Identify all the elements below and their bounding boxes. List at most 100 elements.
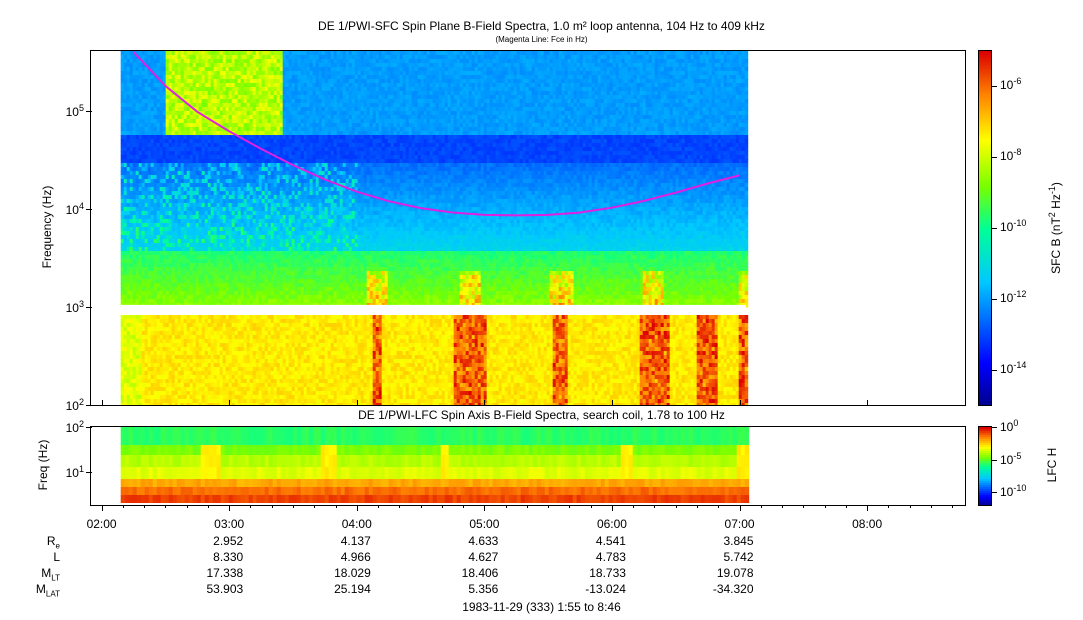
spectrogram-cell	[228, 235, 233, 240]
spectrogram-cell	[228, 339, 233, 344]
spectrogram-cell	[195, 147, 200, 152]
spectrogram-cell	[252, 99, 257, 104]
spectrogram-cell	[243, 171, 248, 176]
spectrogram-cell	[255, 99, 260, 104]
spectrogram-cell	[150, 391, 155, 396]
spectrogram-cell	[123, 139, 128, 144]
spectrogram-cell	[138, 335, 143, 340]
spectrogram-cell	[162, 91, 167, 96]
spectrogram-cell	[126, 151, 131, 156]
spectrogram-cell	[279, 339, 284, 344]
spectrogram-cell	[246, 299, 251, 304]
spectrogram-cell	[198, 331, 203, 336]
spectrogram-cell	[222, 67, 227, 72]
spectrogram-cell	[183, 95, 188, 100]
spectrogram-cell	[132, 375, 137, 380]
spectrogram-cell	[123, 403, 128, 405]
spectrogram-cell	[165, 351, 170, 356]
spectrogram-cell	[159, 395, 164, 400]
spectrogram-cell	[171, 79, 176, 84]
spectrogram-cell	[120, 263, 125, 268]
spectrogram-cell	[279, 299, 284, 304]
spectrogram-cell	[222, 171, 227, 176]
spectrogram-cell	[237, 147, 242, 152]
spectrogram-cell	[288, 387, 293, 392]
spectrogram-cell	[207, 215, 212, 220]
spectrogram-cell	[150, 315, 155, 320]
spectrogram-cell	[189, 67, 194, 72]
spectrogram-cell	[162, 199, 167, 204]
spectrogram-cell	[270, 291, 275, 296]
spectrogram-cell	[270, 95, 275, 100]
spectrogram-cell	[219, 163, 224, 168]
spectrogram-cell	[270, 171, 275, 176]
spectrogram-cell	[189, 103, 194, 108]
spectrogram-cell	[147, 235, 152, 240]
spectrogram-cell	[282, 239, 287, 244]
spectrogram-cell	[273, 175, 278, 180]
spectrogram-cell	[252, 351, 257, 356]
spectrogram-cell	[285, 183, 290, 188]
spectrogram-cell	[129, 395, 134, 400]
spectrogram-cell	[270, 315, 275, 320]
spectrogram-cell	[204, 191, 209, 196]
spectrogram-cell	[252, 147, 257, 152]
spectrogram-cell	[246, 131, 251, 136]
spectrogram-cell	[240, 143, 245, 148]
spectrogram-cell	[192, 75, 197, 80]
spectrogram-cell	[240, 263, 245, 268]
spectrogram-cell	[261, 103, 266, 108]
spectrogram-cell	[198, 203, 203, 208]
spectrogram-cell	[231, 159, 236, 164]
spectrogram-cell	[150, 279, 155, 284]
spectrogram-cell	[258, 351, 263, 356]
spectrogram-cell	[240, 359, 245, 364]
spectrogram-cell	[129, 59, 134, 64]
spectrogram-cell	[150, 235, 155, 240]
spectrogram-cell	[225, 239, 230, 244]
spectrogram-cell	[126, 291, 131, 296]
spectrogram-cell	[225, 231, 230, 236]
spectrogram-cell	[288, 351, 293, 356]
spectrogram-cell	[255, 111, 260, 116]
spectrogram-cell	[240, 131, 245, 136]
spectrogram-cell	[189, 95, 194, 100]
spectrogram-cell	[219, 203, 224, 208]
spectrogram-cell	[270, 343, 275, 348]
spectrogram-cell	[168, 103, 173, 108]
spectrogram-cell	[186, 351, 191, 356]
spectrogram-cell	[243, 335, 248, 340]
spectrogram-cell	[288, 59, 293, 64]
spectrogram-cell	[243, 175, 248, 180]
spectrogram-cell	[177, 91, 182, 96]
spectrogram-cell	[216, 327, 221, 332]
spectrogram-cell	[213, 327, 218, 332]
spectrogram-cell	[279, 347, 284, 352]
spectrogram-cell	[198, 371, 203, 376]
spectrogram-cell	[123, 375, 128, 380]
spectrogram-cell	[222, 347, 227, 352]
spectrogram-cell	[267, 387, 272, 392]
spectrogram-cell	[231, 379, 236, 384]
spectrogram-cell	[207, 391, 212, 396]
spectrogram-cell	[213, 135, 218, 140]
spectrogram-cell	[231, 71, 236, 76]
spectrogram-cell	[168, 75, 173, 80]
spectrogram-cell	[213, 83, 218, 88]
spectrogram-cell	[228, 259, 233, 264]
spectrogram-cell	[174, 291, 179, 296]
spectrogram-cell	[216, 403, 221, 405]
spectrogram-cell	[234, 127, 239, 132]
spectrogram-cell	[282, 227, 287, 232]
spectrogram-cell	[150, 111, 155, 116]
spectrogram-cell	[201, 339, 206, 344]
spectrogram-cell	[183, 295, 188, 300]
spectrogram-cell	[144, 355, 149, 360]
spectrogram-cell	[216, 51, 221, 56]
spectrogram-cell	[165, 343, 170, 348]
spectrogram-cell	[249, 127, 254, 132]
spectrogram-cell	[153, 147, 158, 152]
spectrogram-cell	[192, 319, 197, 324]
spectrogram-cell	[282, 171, 287, 176]
spectrogram-cell	[237, 91, 242, 96]
